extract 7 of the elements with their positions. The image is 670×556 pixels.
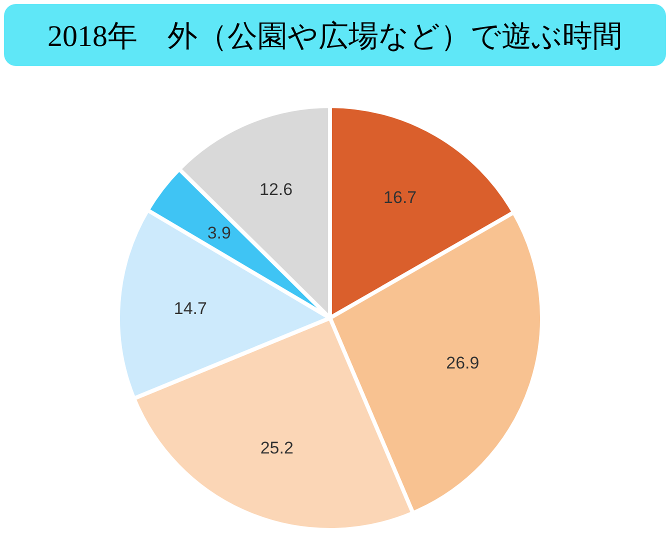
chart-title: 2018年 外（公園や広場など）で遊ぶ時間 bbox=[48, 20, 622, 53]
data-label: 25.2 bbox=[260, 438, 294, 458]
data-label: 16.7 bbox=[384, 188, 417, 207]
data-label: 3.9 bbox=[207, 224, 231, 243]
data-label: 12.6 bbox=[260, 180, 293, 199]
data-label: 26.9 bbox=[446, 353, 480, 372]
data-label: 14.7 bbox=[174, 298, 207, 318]
